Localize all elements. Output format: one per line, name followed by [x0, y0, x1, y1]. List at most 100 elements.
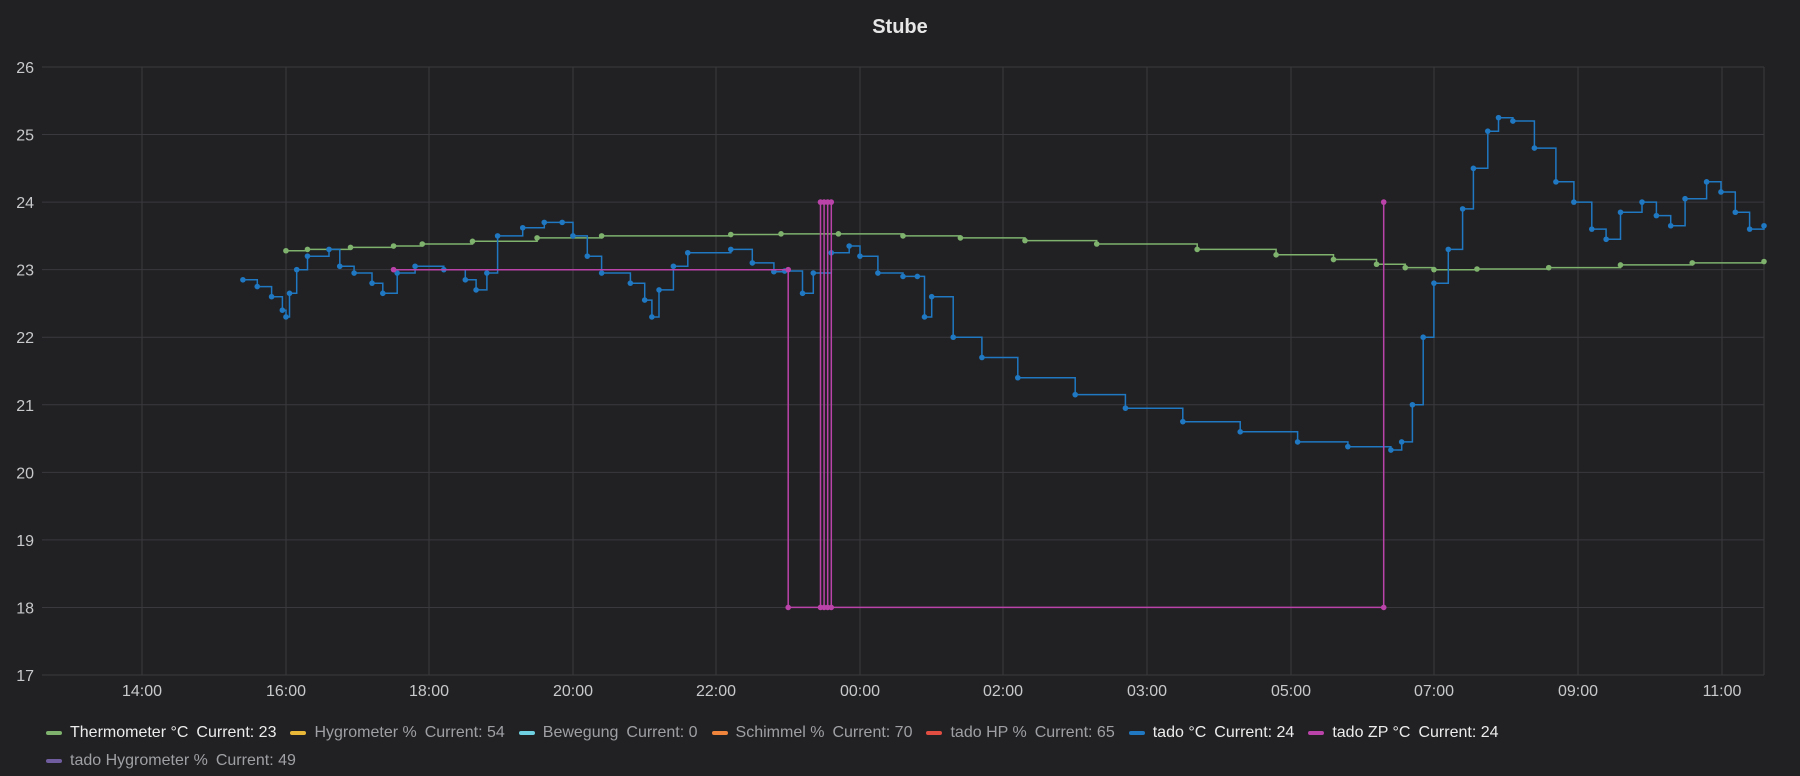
data-point-tado-c — [1639, 199, 1645, 205]
data-point-thermometer-c — [728, 231, 734, 238]
data-point-tado-c — [649, 314, 655, 320]
data-point-tado-c — [326, 246, 332, 253]
data-point-tado-c — [1761, 222, 1767, 229]
data-point-tado-c — [1015, 374, 1021, 381]
data-point-tado-c — [1571, 199, 1577, 205]
data-point-tado-c — [1420, 334, 1426, 341]
y-tick-label: 24 — [16, 195, 34, 212]
data-point-tado-c — [1718, 189, 1724, 195]
legend-series-name: tado °C — [1152, 724, 1207, 741]
legend-series-name: tado ZP °C — [1332, 724, 1411, 741]
data-point-thermometer-c — [1194, 246, 1200, 253]
data-point-tado-c — [1732, 209, 1739, 216]
data-point-tado-c — [857, 253, 863, 259]
legend-item[interactable]: Thermometer °C Current: 23 — [46, 720, 276, 746]
data-point-tado-c — [1553, 179, 1559, 185]
data-point-tado-c — [473, 287, 479, 293]
data-point-tado-c — [1122, 405, 1129, 411]
data-point-tado-c — [1653, 212, 1660, 219]
chart-area: 17 18 19 20 21 22 23 24 25 26 14:00 16:00 18:00 20:00… — [16, 60, 1767, 700]
legend-current-value: Current: 65 — [1034, 724, 1115, 741]
legend-series-name: tado Hygrometer % — [70, 752, 208, 769]
data-point-thermometer-c — [957, 235, 964, 241]
data-point-thermometer-c — [1273, 252, 1279, 258]
legend-series-name: tado HP % — [950, 724, 1027, 741]
legend-swatch — [46, 759, 62, 763]
data-point-tado-c — [1388, 447, 1394, 453]
data-point-tado-c — [1409, 401, 1416, 408]
data-point-thermometer-c — [534, 235, 540, 241]
y-tick-label: 20 — [16, 465, 34, 482]
data-point-tado-c — [1345, 443, 1351, 450]
data-point-tado-c — [1431, 280, 1437, 286]
y-tick-label: 26 — [16, 60, 34, 77]
data-point-tado-c — [1072, 391, 1078, 398]
panel-title[interactable]: Stube — [872, 16, 928, 38]
legend-current-value: Current: 70 — [832, 724, 913, 741]
data-point-tado-c — [584, 253, 591, 259]
y-tick-label: 18 — [16, 600, 34, 617]
legend-item[interactable]: tado ZP °C Current: 24 — [1308, 720, 1499, 746]
data-point-tado-c — [279, 307, 286, 314]
data-point-thermometer-c — [419, 241, 426, 247]
data-point-tado-c — [304, 253, 311, 259]
data-point-tado-c — [336, 263, 343, 270]
x-tick-label: 22:00 — [696, 683, 736, 700]
data-point-tado-c — [394, 270, 400, 276]
legend-swatch — [290, 731, 307, 735]
data-point-tado-c — [846, 243, 852, 249]
x-tick-label: 02:00 — [983, 683, 1023, 700]
y-tick-label: 22 — [16, 330, 34, 347]
legend-current-value: Current: 23 — [196, 724, 277, 741]
x-tick-label: 14:00 — [122, 683, 162, 700]
data-point-tado-c — [1398, 439, 1405, 445]
legend-item[interactable]: tado Hygrometer % Current: 49 — [46, 748, 296, 774]
data-point-tado-c — [914, 273, 921, 280]
y-tick-label: 21 — [16, 398, 34, 415]
legend-item[interactable]: tado °C Current: 24 — [1128, 720, 1294, 746]
legend-series-name: Bewegung — [542, 724, 619, 741]
data-point-thermometer-c — [1330, 256, 1337, 263]
data-point-tado-c — [1459, 206, 1466, 212]
legend-item[interactable]: tado HP % Current: 65 — [926, 720, 1115, 746]
legend-swatch — [926, 731, 943, 735]
data-point-tado-c — [921, 314, 928, 320]
y-tick-label: 17 — [16, 668, 34, 685]
data-point-tado-zp-c — [785, 266, 791, 273]
data-point-tado-c — [749, 260, 756, 266]
x-tick-label: 05:00 — [1271, 683, 1311, 700]
y-tick-label: 23 — [16, 263, 34, 280]
data-point-thermometer-c — [1689, 260, 1696, 266]
data-point-thermometer-c — [304, 246, 311, 253]
data-point-tado-zp-c — [785, 604, 791, 611]
data-point-tado-c — [598, 270, 605, 276]
y-tick-label: 25 — [16, 128, 34, 145]
x-tick-label: 16:00 — [266, 683, 306, 700]
data-point-tado-c — [1510, 118, 1516, 124]
x-tick-label: 20:00 — [553, 683, 593, 700]
data-point-tado-zp-c — [828, 199, 835, 205]
data-point-tado-c — [810, 270, 817, 276]
legend-current-value: Current: 0 — [626, 724, 698, 741]
data-point-thermometer-c — [900, 233, 906, 239]
data-point-thermometer-c — [1431, 266, 1437, 273]
x-tick-label: 11:00 — [1703, 683, 1742, 700]
data-point-tado-c — [369, 280, 375, 286]
legend-swatch — [518, 731, 535, 735]
x-tick-label: 03:00 — [1127, 683, 1167, 700]
data-point-tado-c — [412, 263, 418, 270]
data-point-tado-c — [900, 273, 906, 280]
x-tick-label: 09:00 — [1558, 683, 1598, 700]
legend-item[interactable]: Hygrometer % Current: 54 — [290, 720, 505, 746]
legend-item[interactable]: Bewegung Current: 0 — [518, 720, 698, 746]
data-point-tado-c — [351, 270, 357, 276]
data-point-tado-c — [559, 219, 565, 226]
data-point-thermometer-c — [1093, 241, 1100, 247]
data-point-tado-c — [950, 334, 957, 341]
data-point-tado-c — [254, 283, 261, 290]
data-point-tado-c — [1703, 179, 1710, 185]
data-point-tado-c — [1603, 236, 1609, 243]
legend-item[interactable]: Schimmel % Current: 70 — [711, 720, 913, 746]
legend-series-name: Schimmel % — [735, 724, 825, 741]
